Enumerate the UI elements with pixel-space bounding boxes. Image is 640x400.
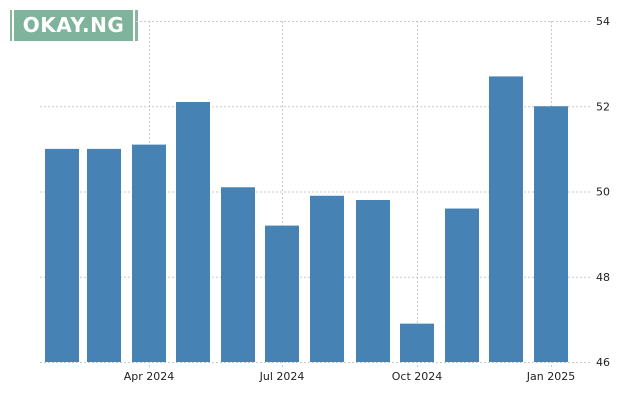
bar — [45, 148, 79, 362]
y-tick-label: 48 — [596, 271, 610, 284]
logo-right-edge — [135, 10, 138, 41]
bar — [310, 195, 344, 362]
logo-text: OKAY.NG — [14, 10, 133, 41]
x-tick-label: Jan 2025 — [526, 370, 575, 383]
x-axis: Apr 2024 Jul 2024 Oct 2024 Jan 2025 — [124, 370, 575, 383]
bars — [45, 76, 568, 363]
y-tick-label: 52 — [596, 100, 610, 113]
bar — [265, 225, 299, 362]
bar — [356, 200, 390, 362]
bar — [534, 106, 568, 362]
okay-ng-logo: OKAY.NG — [10, 10, 138, 41]
bar — [445, 208, 479, 362]
y-axis: 54 52 50 48 46 — [596, 15, 610, 369]
bar — [489, 76, 523, 362]
bar — [87, 148, 121, 362]
x-tick-label: Oct 2024 — [392, 370, 443, 383]
x-tick-label: Jul 2024 — [259, 370, 305, 383]
y-tick-label: 54 — [596, 15, 610, 28]
bar — [132, 144, 166, 362]
bar — [221, 187, 255, 362]
x-tick-label: Apr 2024 — [124, 370, 175, 383]
bar — [400, 323, 434, 362]
bar — [176, 101, 210, 363]
y-tick-label: 50 — [596, 186, 610, 199]
y-tick-label: 46 — [596, 356, 610, 369]
logo-left-edge — [10, 10, 12, 41]
